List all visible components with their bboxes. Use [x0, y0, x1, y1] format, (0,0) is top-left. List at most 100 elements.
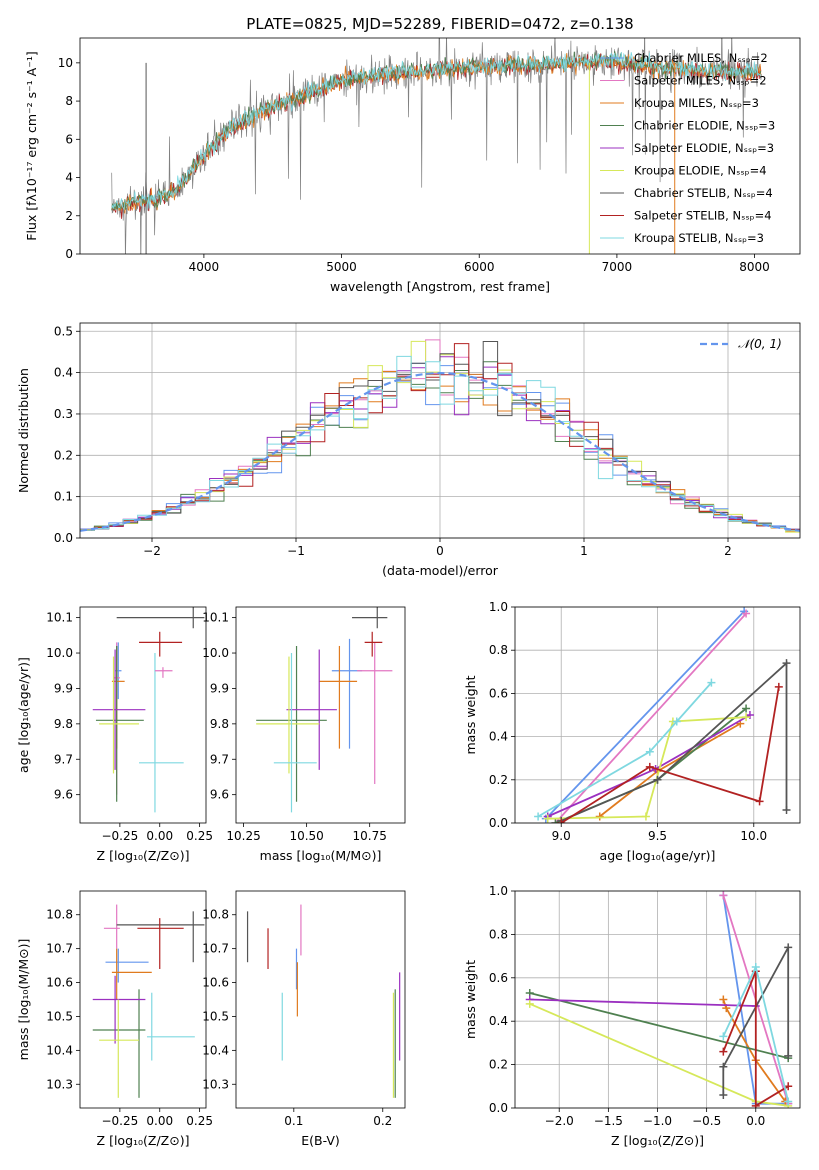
- x-axis-label: E(B-V): [301, 1133, 340, 1148]
- mass-vs-ebv-panel: 0.1 0.2 10.3 10.4 10.5 10.6 10.7 10.8 E(B-V): [202, 890, 406, 1148]
- y-tick-label: 0.8: [489, 643, 508, 657]
- plot-area: [525, 891, 793, 1108]
- y-tick-label: 1.0: [489, 600, 508, 614]
- x-tick-label: 10.75: [353, 829, 387, 843]
- x-tick-label: 0.25: [186, 829, 213, 843]
- weight-marker: [774, 682, 783, 691]
- y-tick-label: 9.8: [210, 717, 229, 731]
- weight-marker: [707, 678, 716, 687]
- y-tick-label: 9.8: [54, 717, 73, 731]
- x-tick-label: −1.0: [643, 1114, 672, 1128]
- plot-area: [111, 38, 762, 254]
- y-tick-label: 0.6: [489, 686, 508, 700]
- y-tick-label: 10: [58, 56, 73, 70]
- y-tick-label: 10.1: [46, 611, 73, 625]
- x-axis-label: (data-model)/error: [382, 563, 499, 578]
- legend-entry: Chabrier STELIB, Nₛₛₚ=4: [634, 186, 773, 200]
- x-tick-label: 0.2: [373, 1114, 392, 1128]
- weight-marker: [719, 1062, 728, 1071]
- legend-entry: Salpeter STELIB, Nₛₛₚ=4: [634, 209, 772, 223]
- y-tick-label: 0.3: [54, 407, 73, 421]
- plot-area: [246, 904, 401, 1098]
- weight-marker: [742, 704, 751, 713]
- model-spectrum-line: [111, 52, 762, 211]
- y-tick-label: 10.1: [202, 611, 229, 625]
- y-tick-label: 4: [65, 171, 73, 185]
- weight-marker: [784, 1082, 793, 1091]
- axes-frame: [514, 606, 801, 824]
- y-axis-label: Flux [fλ10⁻¹⁷ erg cm⁻² s⁻¹ A⁻¹]: [24, 51, 39, 240]
- weight-marker: [742, 713, 751, 722]
- weight-marker: [551, 819, 560, 823]
- axes-frame: [79, 37, 801, 255]
- y-tick-label: 9.7: [210, 752, 229, 766]
- x-tick-label: 2: [724, 544, 732, 558]
- y-tick-label: 9.9: [54, 681, 73, 695]
- plot-area: [256, 607, 393, 813]
- legend-entry: Kroupa MILES, Nₛₛₚ=3: [634, 96, 759, 110]
- weight-series-line: [560, 661, 788, 822]
- x-tick-label: 5000: [326, 260, 357, 274]
- x-tick-label: 0.00: [146, 1114, 173, 1128]
- x-tick-label: 9.0: [552, 829, 571, 843]
- y-tick-label: 9.6: [54, 788, 73, 802]
- weight-marker: [672, 717, 681, 726]
- weight-series-line: [529, 992, 789, 1059]
- x-tick-label: 0.25: [186, 1114, 213, 1128]
- x-tick-label: −2: [143, 544, 161, 558]
- y-tick-label: 0.5: [54, 324, 73, 338]
- x-axis-label: wavelength [Angstrom, rest frame]: [330, 279, 550, 294]
- weight-vs-age-panel: 9.0 9.5 10.0 0.0 0.2 0.4 0.6 0.8 1.0 age [log₁₀(a…: [463, 600, 801, 863]
- axes-frame: [79, 606, 207, 824]
- y-tick-label: 0.0: [489, 1101, 508, 1115]
- x-tick-label: 10.0: [740, 829, 767, 843]
- x-tick-label: −1: [287, 544, 305, 558]
- age-vs-Z-panel: −0.25 0.00 0.25 9.6 9.7 9.8 9.9 10.0 10.1 Z [log₁…: [16, 606, 213, 863]
- x-tick-label: 0.1: [284, 1114, 303, 1128]
- x-tick-label: 8000: [739, 260, 770, 274]
- model-spectrum-line: [111, 51, 762, 211]
- weight-marker: [719, 1047, 728, 1056]
- x-tick-label: 10.50: [289, 829, 323, 843]
- legend-entry: 𝒩(0, 1): [738, 337, 782, 351]
- weight-series-line: [537, 682, 713, 818]
- weight-marker: [653, 775, 662, 784]
- weight-marker: [784, 943, 793, 952]
- x-tick-label: −1.5: [594, 1114, 623, 1128]
- weight-marker: [595, 812, 604, 821]
- x-axis-label: Z [log₁₀(Z/Z⊙)]: [97, 848, 190, 863]
- x-tick-label: 0.0: [746, 1114, 765, 1128]
- x-tick-label: 0: [436, 544, 444, 558]
- legend-entry: Chabrier ELODIE, Nₛₛₚ=3: [634, 119, 775, 133]
- weight-marker: [543, 814, 552, 823]
- weight-marker: [641, 812, 650, 821]
- weight-series-line: [560, 686, 780, 823]
- y-tick-label: 10.8: [202, 908, 229, 922]
- y-axis-label: mass [log₁₀(M/M⊙)]: [16, 939, 31, 1061]
- y-tick-label: 10.0: [46, 646, 73, 660]
- weight-marker: [784, 1097, 793, 1106]
- axes-frame: [79, 322, 801, 539]
- y-tick-label: 2: [65, 209, 73, 223]
- weight-series-line: [545, 610, 745, 820]
- y-tick-label: 10.0: [202, 646, 229, 660]
- y-tick-label: 0.2: [489, 1058, 508, 1072]
- y-tick-label: 9.9: [210, 681, 229, 695]
- x-axis-label: Z [log₁₀(Z/Z⊙)]: [611, 1133, 704, 1148]
- axes-frame: [514, 890, 801, 1109]
- y-tick-label: 0.8: [489, 927, 508, 941]
- y-tick-label: 0: [65, 247, 73, 261]
- y-tick-label: 0.4: [489, 1014, 508, 1028]
- y-tick-label: 10.6: [46, 976, 73, 990]
- x-axis-label: Z [log₁₀(Z/Z⊙)]: [97, 1133, 190, 1148]
- residual-histogram: [80, 355, 800, 531]
- y-tick-label: 0.1: [54, 490, 73, 504]
- weight-marker: [534, 812, 543, 821]
- x-tick-label: −0.25: [101, 829, 138, 843]
- legend-entry: Kroupa ELODIE, Nₛₛₚ=4: [634, 164, 767, 178]
- y-tick-label: 0.4: [54, 366, 73, 380]
- x-axis-label: mass [log₁₀(M/M⊙)]: [260, 848, 382, 863]
- axes-frame: [235, 606, 406, 824]
- legend-entry: Chabrier MILES, Nₛₛₚ=2: [634, 51, 768, 65]
